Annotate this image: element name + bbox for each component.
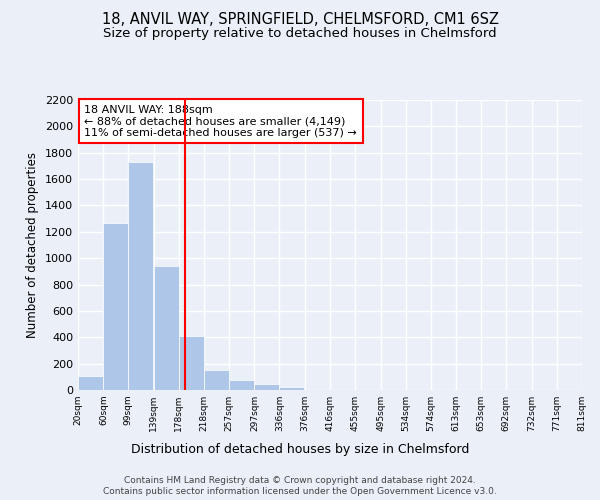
Text: 18 ANVIL WAY: 188sqm
← 88% of detached houses are smaller (4,149)
11% of semi-de: 18 ANVIL WAY: 188sqm ← 88% of detached h… xyxy=(85,104,357,138)
Text: Contains public sector information licensed under the Open Government Licence v3: Contains public sector information licen… xyxy=(103,488,497,496)
Bar xyxy=(78,376,103,390)
Bar xyxy=(179,336,203,390)
Text: 18, ANVIL WAY, SPRINGFIELD, CHELMSFORD, CM1 6SZ: 18, ANVIL WAY, SPRINGFIELD, CHELMSFORD, … xyxy=(101,12,499,28)
Bar xyxy=(154,266,179,390)
Bar xyxy=(103,224,128,390)
Bar xyxy=(229,380,254,390)
Y-axis label: Number of detached properties: Number of detached properties xyxy=(26,152,40,338)
Text: Contains HM Land Registry data © Crown copyright and database right 2024.: Contains HM Land Registry data © Crown c… xyxy=(124,476,476,485)
Bar xyxy=(204,370,229,390)
Bar xyxy=(128,162,153,390)
Text: Distribution of detached houses by size in Chelmsford: Distribution of detached houses by size … xyxy=(131,442,469,456)
Bar xyxy=(254,384,280,390)
Bar xyxy=(280,386,304,390)
Text: Size of property relative to detached houses in Chelmsford: Size of property relative to detached ho… xyxy=(103,28,497,40)
